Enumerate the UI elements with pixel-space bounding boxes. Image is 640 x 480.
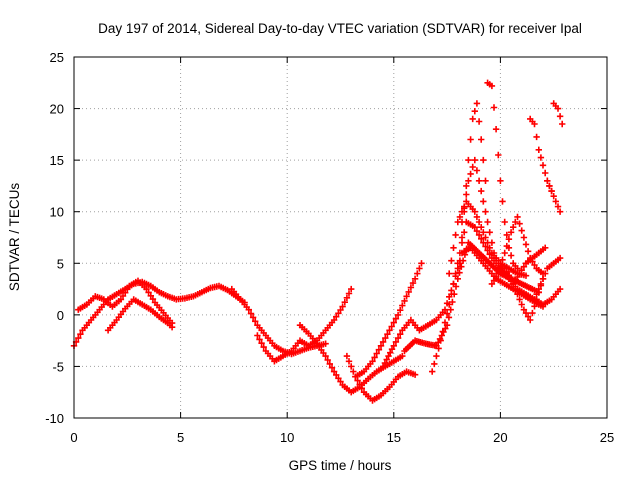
plus-markers	[75, 277, 176, 327]
series-track-18	[527, 115, 555, 195]
plus-markers	[458, 156, 510, 277]
plus-markers	[527, 115, 555, 195]
x-tick-label: 25	[600, 430, 614, 445]
data-points	[70, 79, 566, 404]
series-track-14	[458, 156, 510, 277]
plus-markers	[104, 296, 176, 334]
y-tick-label: 20	[50, 102, 64, 117]
series-track-7	[343, 352, 419, 404]
chart-title: Day 197 of 2014, Sidereal Day-to-day VTE…	[98, 21, 582, 36]
plus-markers	[550, 100, 566, 128]
plus-markers	[456, 100, 489, 267]
plot-frame	[73, 56, 608, 419]
plus-markers	[531, 254, 564, 303]
series-track-22	[510, 244, 549, 288]
series-track-15	[484, 79, 521, 272]
y-tick-label: 25	[50, 50, 64, 65]
plus-markers	[401, 239, 542, 355]
plus-markers	[510, 244, 549, 288]
y-tick-label: -10	[45, 411, 64, 426]
y-tick-label: 5	[57, 256, 64, 271]
y-tick-label: 15	[50, 153, 64, 168]
plus-markers	[296, 322, 406, 396]
series-track-4	[228, 285, 329, 358]
series-track-16	[488, 213, 547, 288]
series-track-13	[456, 100, 489, 267]
series-track-19	[544, 177, 564, 215]
y-tick-label: 10	[50, 205, 64, 220]
plus-markers	[488, 213, 547, 288]
grid	[74, 57, 607, 418]
plus-markers	[544, 177, 564, 215]
x-tick-label: 20	[493, 430, 507, 445]
y-axis-label: SDTVAR / TECUs	[7, 183, 22, 292]
plus-markers	[228, 285, 329, 358]
x-tick-label: 0	[70, 430, 77, 445]
plus-markers	[254, 285, 355, 365]
series-track-20	[550, 100, 566, 128]
y-tick-label: 0	[57, 308, 64, 323]
series-track-2	[75, 277, 176, 327]
plus-markers	[484, 79, 521, 272]
plus-markers	[352, 260, 425, 380]
series-track-10	[401, 239, 542, 355]
series-track-21	[531, 254, 564, 303]
y-tick-label: -5	[52, 359, 64, 374]
series-track-5	[254, 285, 355, 365]
series-track-6	[296, 322, 406, 396]
x-axis-label: GPS time / hours	[289, 458, 392, 473]
x-tick-label: 5	[177, 430, 184, 445]
plus-markers	[343, 352, 419, 404]
series-track-8	[352, 260, 425, 380]
series-track-3	[104, 296, 176, 334]
x-tick-label: 10	[280, 430, 294, 445]
x-tick-label: 15	[387, 430, 401, 445]
axis-ticks: 0 5 10 15 20 25 -10 -5 0 5 10 15 20 25	[45, 50, 614, 445]
